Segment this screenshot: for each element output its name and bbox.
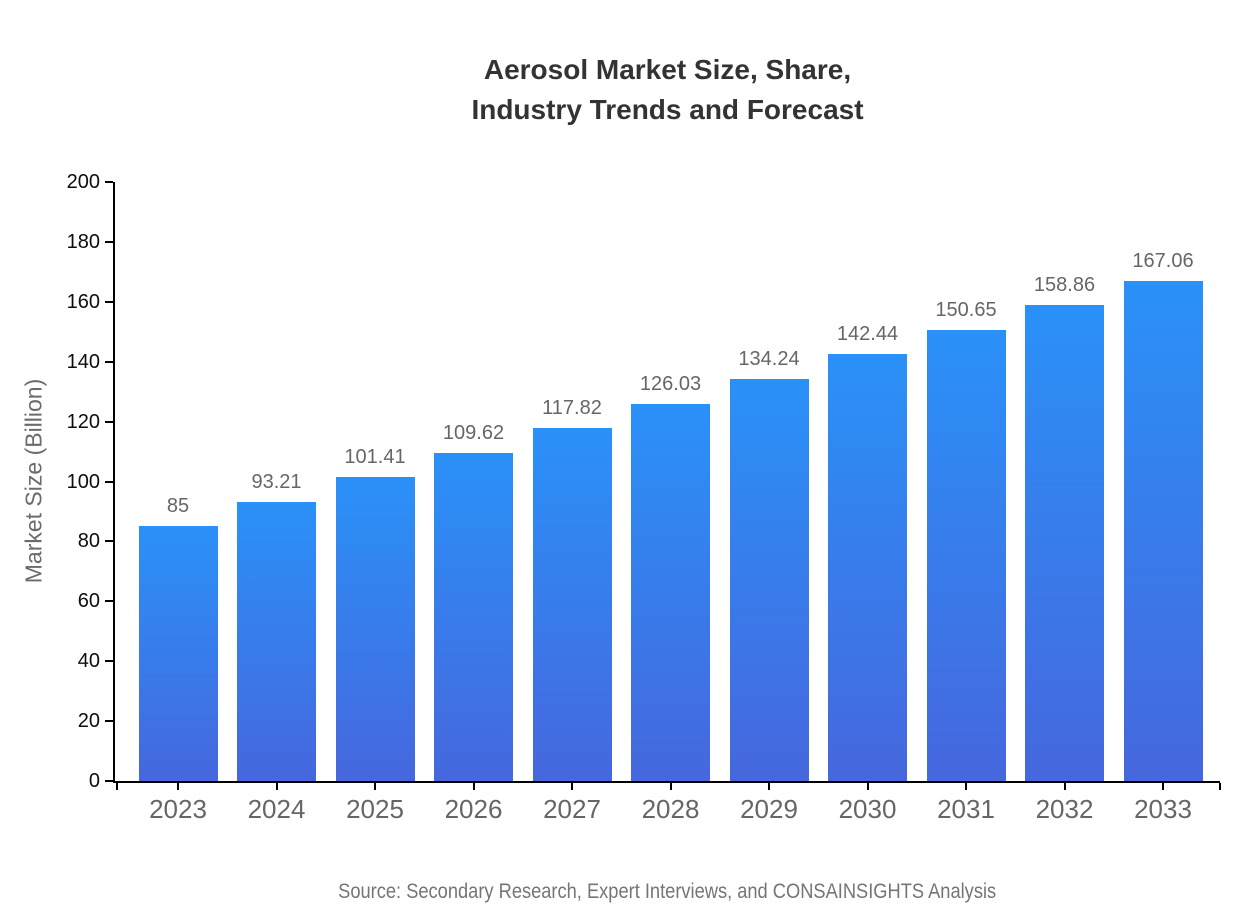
y-axis-tick-label-100: 100 (66, 470, 100, 493)
chart-title: Aerosol Market Size, Share, Industry Tre… (471, 54, 864, 125)
y-axis-tick-label-60: 60 (77, 590, 100, 613)
source-note-text: Source: Secondary Research, Expert Inter… (338, 880, 997, 903)
bar-value-label-2028: 126.03 (639, 372, 702, 395)
x-axis-tick-origin (116, 783, 118, 790)
y-axis-tick-160 (105, 300, 113, 303)
bar-2029 (729, 378, 809, 781)
bar-value-label-2032: 158.86 (1033, 274, 1096, 297)
bar-value-label-2030: 142.44 (836, 323, 899, 346)
y-axis-tick-120 (105, 420, 113, 423)
y-axis-tick-label-80: 80 (77, 530, 100, 553)
x-axis-tick-label-2023: 2023 (149, 794, 207, 824)
bar-value-label-2027: 117.82 (542, 397, 602, 420)
y-axis-tick-60 (105, 600, 113, 603)
bar-value-label-2033: 167.06 (1132, 249, 1194, 272)
bar-value-label-2026: 109.62 (442, 421, 505, 444)
y-axis-tick-20 (105, 720, 113, 723)
x-axis-tick-label-2027: 2027 (543, 794, 601, 824)
y-axis-tick-100 (105, 480, 113, 483)
x-axis-tick-label-2032: 2032 (1035, 794, 1094, 824)
x-axis-tick-label-2029: 2029 (740, 794, 798, 824)
x-axis-tick-label-2026: 2026 (444, 794, 503, 824)
bar-2031 (926, 329, 1006, 781)
x-axis-tick-2027 (571, 783, 573, 790)
bar-value-label-2025: 101.41 (344, 446, 406, 469)
bar-2023 (138, 526, 218, 781)
bar-2028 (631, 403, 710, 781)
y-axis-tick-0 (105, 780, 113, 782)
y-axis-tick-label-140: 140 (66, 350, 100, 373)
x-axis-tick-label-2030: 2030 (838, 794, 897, 824)
y-axis-tick-180 (105, 240, 113, 243)
bar-2025 (335, 477, 415, 781)
x-axis-tick-2025 (374, 783, 376, 790)
y-axis-tick-label-200: 200 (66, 171, 100, 193)
bar-value-label-2031: 150.65 (935, 298, 997, 321)
bar-2032 (1025, 305, 1104, 781)
plot-area: 0 20 40 60 80 100 120 140 160 180 200 85 2023 93.21 20… (67, 171, 1221, 824)
x-axis-tick-2033 (1162, 783, 1164, 790)
x-axis-tick-2030 (866, 783, 869, 790)
x-axis-tick-2032 (1063, 783, 1066, 790)
x-axis-tick-2023 (177, 783, 179, 790)
y-axis-tick-label-160: 160 (66, 290, 100, 313)
y-axis-tick-label-0: 0 (88, 770, 100, 792)
x-axis-tick-2028 (669, 783, 672, 790)
bar-value-label-2024: 93.21 (251, 470, 302, 493)
y-axis-tick-140 (105, 360, 113, 363)
x-axis-tick-2026 (472, 783, 475, 790)
x-axis-tick-label-2033: 2033 (1134, 794, 1192, 824)
bar-2033 (1123, 280, 1203, 781)
x-axis-tick-label-2031: 2031 (937, 794, 995, 824)
bar-value-label-2023: 85 (166, 495, 190, 518)
x-axis-tick-label-2025: 2025 (346, 794, 404, 824)
x-axis-tick-2031 (965, 783, 967, 790)
x-axis-tick-end (1219, 783, 1221, 790)
bar-2027 (532, 428, 612, 781)
x-axis-tick-label-2028: 2028 (641, 794, 700, 824)
x-axis-tick-2029 (768, 783, 770, 790)
bar-2026 (434, 452, 513, 781)
x-axis-tick-label-2024: 2024 (247, 794, 306, 824)
y-axis-tick-label-180: 180 (66, 230, 100, 253)
y-axis-tick-200 (105, 181, 113, 183)
bar-value-label-2029: 134.24 (738, 347, 800, 370)
y-axis-tick-label-40: 40 (77, 650, 100, 673)
y-axis-tick-label-120: 120 (66, 410, 100, 433)
bar-2024 (237, 501, 316, 781)
x-axis-tick-2024 (275, 783, 278, 790)
y-axis-tick-80 (105, 540, 113, 543)
y-axis-tick-40 (105, 660, 113, 663)
y-axis-tick-label-20: 20 (77, 710, 100, 733)
source-note: Source: Secondary Research, Expert Inter… (115, 880, 1220, 904)
bar-2030 (828, 354, 907, 781)
